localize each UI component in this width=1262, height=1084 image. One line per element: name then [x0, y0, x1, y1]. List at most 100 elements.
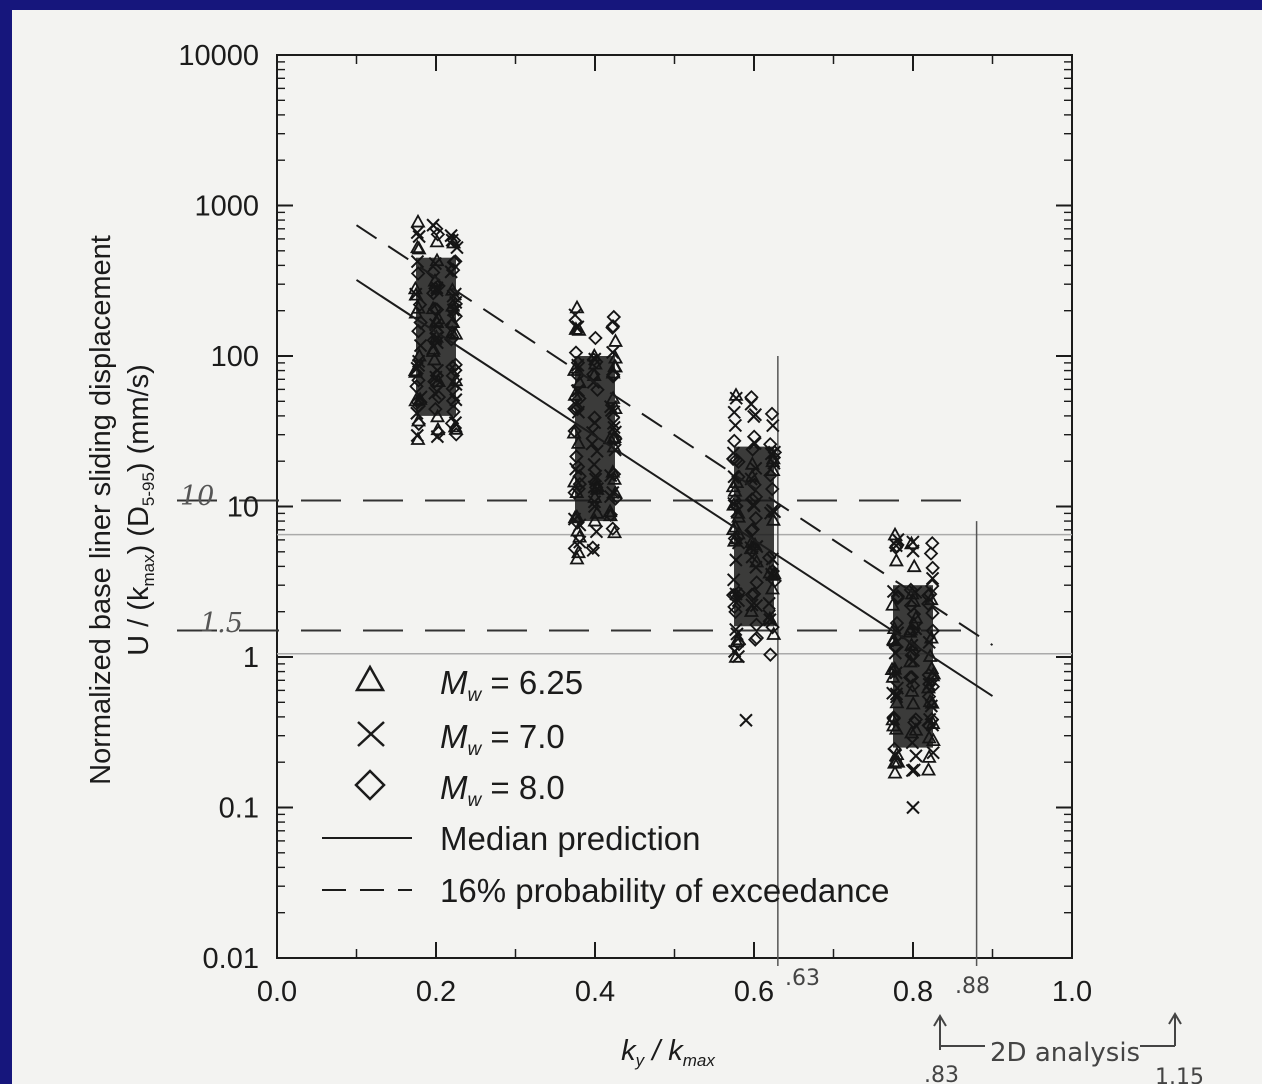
data-point [886, 620, 902, 635]
y-axis-title: Normalized base liner sliding displaceme… [85, 235, 117, 785]
annotation-2d-analysis: 2D analysis [990, 1038, 1140, 1068]
x-tick-label: 0.4 [575, 976, 615, 1008]
data-point [728, 418, 743, 433]
legend-m: M [440, 769, 468, 806]
data-point [411, 347, 427, 362]
data-point [925, 623, 941, 639]
data-point [588, 330, 603, 346]
data-point [767, 504, 782, 519]
data-point [571, 383, 586, 398]
y-axis-title-line2: U / (kmax) (D5-95) (mm/s) [123, 364, 158, 656]
data-point [924, 699, 939, 713]
data-point [922, 648, 938, 662]
legend-x-marker [357, 721, 385, 747]
data-point [908, 712, 924, 727]
data-point [587, 457, 601, 472]
data-point [924, 535, 940, 551]
annotation-y-10: 10 [180, 481, 214, 512]
data-point [430, 227, 446, 242]
data-point [570, 435, 586, 449]
data-point [444, 324, 460, 339]
data-point [924, 660, 940, 675]
x-axis-title: ky / kmax [621, 1035, 715, 1070]
data-point [904, 724, 920, 739]
data-point [887, 661, 903, 675]
data-point [729, 622, 743, 637]
data-point [409, 239, 426, 254]
data-point [921, 729, 937, 744]
data-point [431, 373, 447, 387]
data-point [603, 507, 619, 523]
data-point [727, 469, 741, 484]
data-point [888, 721, 904, 735]
data-point [413, 338, 428, 353]
data-point [887, 741, 902, 757]
data-point [431, 278, 446, 294]
data-point-min [569, 550, 585, 565]
legend-exceedance-label: 16% probability of exceedance [440, 872, 889, 909]
data-point [410, 394, 425, 410]
data-point [569, 484, 585, 498]
data-point [586, 543, 600, 558]
data-point [763, 647, 778, 662]
data-point [410, 406, 424, 420]
data-point [727, 493, 743, 508]
data-point [430, 421, 446, 436]
data-point [607, 358, 624, 373]
data-point [446, 303, 461, 317]
data-point [427, 374, 442, 389]
data-point [731, 631, 747, 646]
legend-m: M [440, 664, 468, 701]
data-point-max [410, 213, 426, 228]
data-point [569, 462, 583, 476]
y-tick-label: 10000 [178, 40, 259, 72]
data-point [608, 491, 623, 506]
data-point [447, 418, 463, 433]
data-point [603, 468, 618, 483]
data-point [889, 694, 905, 709]
data-point [446, 404, 461, 420]
legend-median-label: Median prediction [440, 820, 701, 857]
data-point [448, 357, 463, 373]
annotation-x-115: 1.15 [1155, 1065, 1204, 1084]
data-point [725, 587, 741, 603]
data-point [588, 469, 603, 483]
data-point [589, 524, 604, 539]
data-point [590, 444, 604, 458]
data-point [767, 445, 783, 460]
data-point [725, 478, 741, 493]
data-point [450, 240, 464, 255]
y-tick-label: 100 [211, 341, 259, 373]
data-point [764, 580, 780, 595]
data-point [744, 468, 760, 483]
y-title-sub-595: 5-95 [139, 472, 158, 506]
data-point [909, 749, 923, 763]
data-point [746, 586, 762, 602]
data-point [426, 351, 443, 366]
data-point [743, 603, 759, 617]
data-point [444, 332, 459, 347]
data-point [925, 732, 941, 747]
data-point-outlier [739, 713, 753, 727]
data-point [572, 469, 587, 484]
data-point [726, 446, 741, 460]
data-point [572, 374, 588, 389]
data-point-high [446, 233, 462, 248]
legend-item-mw-70: Mw = 7.0 [440, 718, 565, 760]
annotation-y-1-5: 1.5 [200, 608, 243, 639]
legend-sub-w: w [468, 685, 483, 706]
legend-sub-w: w [468, 739, 483, 760]
data-point-high [764, 406, 780, 422]
annotation-x-88: .88 [955, 974, 990, 999]
data-point [585, 437, 599, 451]
y-tick-label: 0.1 [219, 793, 259, 825]
data-point [570, 459, 586, 475]
data-point [607, 484, 623, 499]
data-point [762, 609, 776, 623]
data-point [428, 401, 443, 417]
data-point [745, 598, 759, 612]
data-point [905, 736, 920, 750]
data-point [924, 578, 940, 594]
legend-m: M [440, 718, 468, 755]
data-point [905, 678, 921, 693]
